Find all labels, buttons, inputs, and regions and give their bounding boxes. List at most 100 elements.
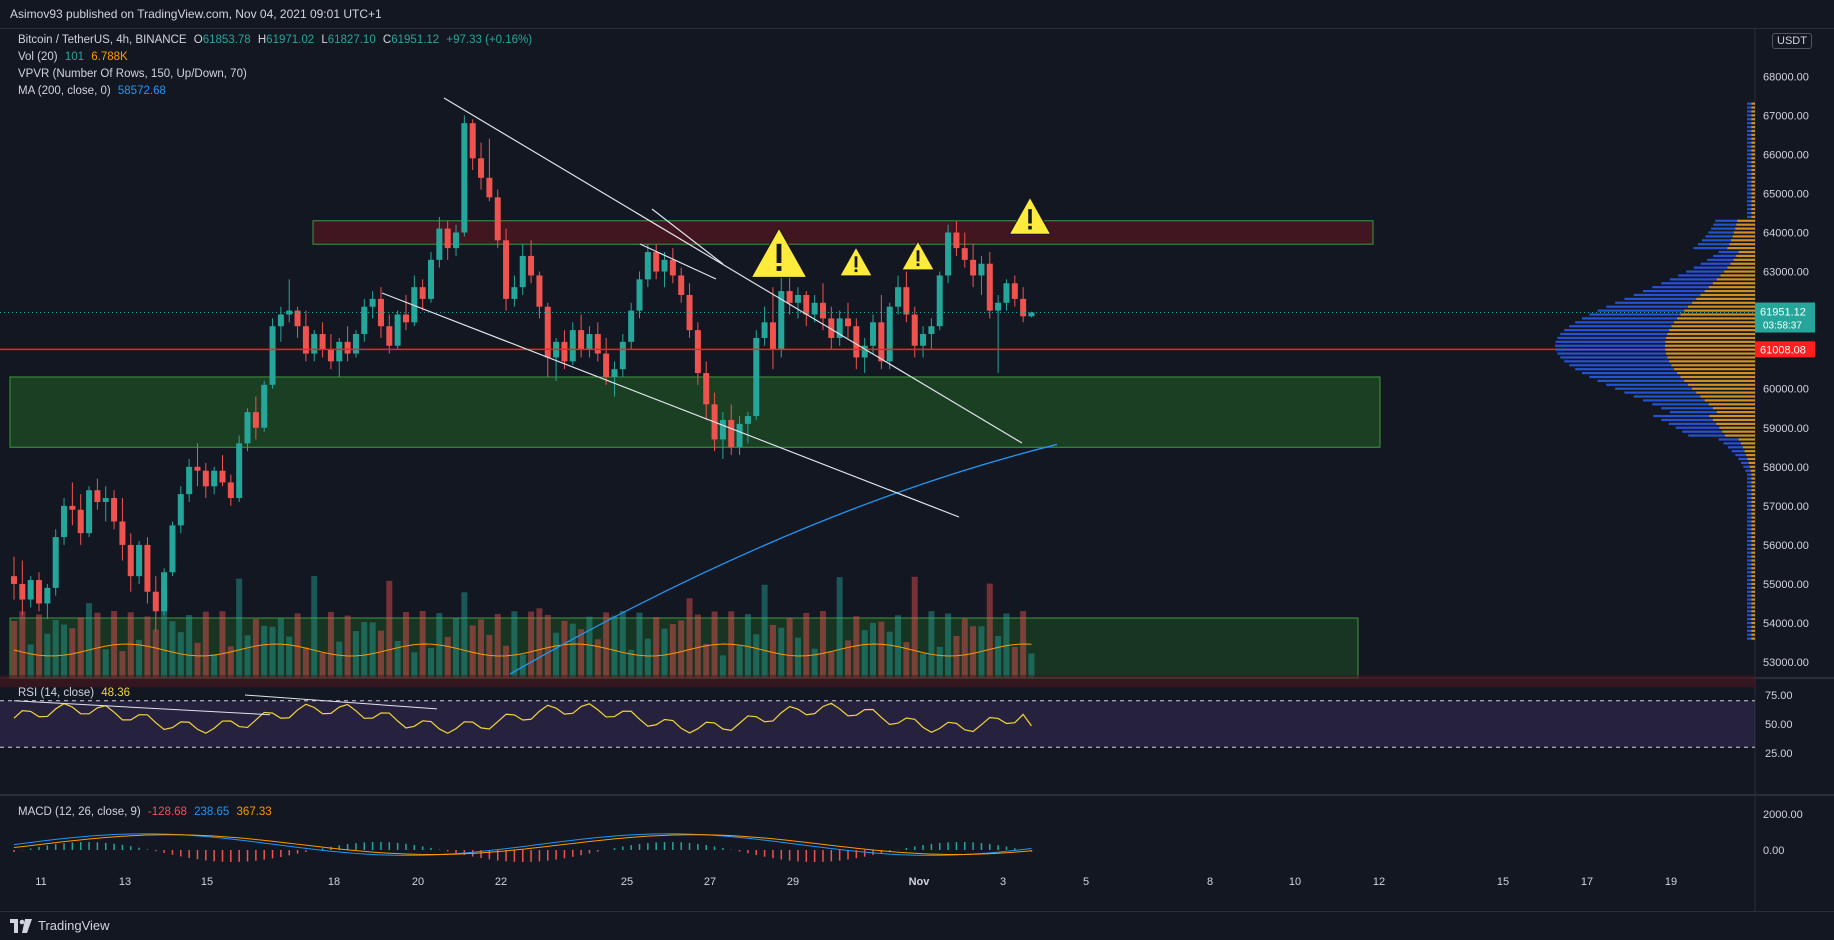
volume-bar: [402, 611, 409, 678]
candle-body: [152, 591, 159, 612]
volume-bar: [252, 618, 259, 678]
volume-bar: [819, 611, 826, 678]
candle-body: [277, 314, 284, 327]
candle-body: [111, 498, 118, 522]
volume-bars: [11, 576, 1035, 678]
volume-bar: [811, 648, 818, 678]
macd-tick-label: 0.00: [1763, 845, 1784, 857]
candle-body: [294, 310, 301, 327]
candle-body: [419, 287, 426, 299]
volume-bar: [152, 629, 159, 678]
volume-bar: [653, 617, 660, 678]
time-tick-label: 20: [412, 876, 424, 888]
candle-body: [836, 318, 843, 338]
volume-bar: [494, 613, 501, 678]
volume-bar: [136, 639, 143, 678]
candle-body: [127, 544, 134, 577]
price-legend: Bitcoin / TetherUS, 4h, BINANCE O61853.7…: [18, 34, 536, 46]
candle-body: [694, 330, 701, 374]
candle-body: [853, 326, 860, 358]
volume-legend[interactable]: Vol (20) 101 6.788K: [18, 51, 128, 63]
volume-bar: [27, 644, 34, 678]
warning-icon: [750, 227, 808, 278]
volume-bar: [319, 652, 326, 678]
candle-body: [44, 587, 51, 604]
upper-trendline: [443, 97, 1023, 444]
candle-body: [845, 318, 851, 327]
volume-bar: [311, 576, 318, 678]
vpvr-legend[interactable]: VPVR (Number Of Rows, 150, Up/Down, 70): [18, 68, 247, 80]
candle-body: [728, 419, 735, 448]
symbol-label[interactable]: Bitcoin / TetherUS, 4h, BINANCE: [18, 34, 187, 46]
time-tick-label: 22: [495, 876, 507, 888]
volume-bar: [478, 619, 485, 678]
candle-body: [86, 490, 93, 534]
candle-body: [286, 310, 293, 315]
candle-body: [61, 505, 68, 538]
volume-ma-value: 6.788K: [91, 51, 128, 63]
volume-bar: [586, 616, 593, 678]
candle-body: [161, 572, 168, 612]
price-tick-label: 54000.00: [1763, 618, 1809, 630]
volume-bar: [411, 652, 418, 678]
volume-bar: [986, 583, 993, 678]
candle-body: [953, 232, 960, 249]
candle-body: [177, 494, 184, 526]
volume-bar: [219, 611, 226, 678]
candle-body: [69, 505, 76, 510]
candle-body: [528, 255, 535, 276]
candle-body: [736, 423, 743, 448]
low-legend: L61827.10: [321, 34, 376, 46]
candle-body: [269, 326, 276, 385]
candle-body: [978, 263, 985, 276]
volume-bar: [845, 640, 851, 678]
candle-body: [686, 294, 693, 331]
support-zone: [9, 376, 1381, 448]
volume-bar: [578, 629, 585, 678]
volume-bar: [236, 578, 243, 678]
rsi-legend[interactable]: RSI (14, close) 48.36: [18, 687, 131, 699]
candle-body: [336, 341, 343, 362]
macd-legend[interactable]: MACD (12, 26, close, 9) -128.68 238.65 3…: [18, 806, 272, 818]
volume-bar: [327, 611, 334, 678]
time-tick-label: 19: [1665, 876, 1677, 888]
candle-body: [995, 302, 1002, 311]
macd-histogram: [13, 842, 1033, 862]
candle-body: [819, 302, 826, 319]
warning-icon: [839, 246, 873, 277]
candle-body: [77, 509, 84, 534]
volume-bar: [1011, 646, 1018, 678]
candle-body: [1011, 283, 1018, 299]
tradingview-brand[interactable]: TradingView: [10, 918, 110, 933]
candle-body: [386, 326, 393, 346]
last-price-tag: [1755, 302, 1815, 333]
candle-body: [169, 525, 176, 573]
ma-legend[interactable]: MA (200, close, 0) 58572.68: [18, 85, 166, 97]
volume-bar: [119, 651, 126, 678]
publisher-caption: Asimov93 published on TradingView.com, N…: [10, 7, 382, 21]
volume-bar: [286, 636, 293, 678]
time-tick-label: 13: [119, 876, 131, 888]
time-tick-label: 3: [1000, 876, 1006, 888]
candle-body: [519, 255, 526, 288]
volume-bar: [177, 632, 184, 678]
candle-body: [36, 580, 43, 604]
price-tick-label: 57000.00: [1763, 501, 1809, 513]
time-tick-label: 25: [621, 876, 633, 888]
candle-body: [352, 334, 359, 354]
currency-unit-label[interactable]: USDT: [1772, 33, 1812, 49]
volume-bar: [561, 620, 568, 678]
chart-canvas[interactable]: 68000.00 67000.00 66000.00 65000.00 64000.00…: [0, 28, 1834, 911]
volume-bar: [302, 647, 309, 678]
candle-body: [319, 334, 326, 350]
mini-trendline-2: [651, 208, 724, 265]
last-price-label: 61951.12: [1760, 307, 1806, 319]
candle-body: [236, 443, 243, 499]
rsi-tick-label: 50.00: [1765, 719, 1793, 731]
volume-bar: [911, 576, 918, 678]
tradingview-logo-icon: [10, 918, 32, 933]
volume-bar: [936, 646, 943, 678]
volume-bar: [202, 611, 209, 678]
rsi-trendline-2: [244, 694, 438, 710]
bottom-bar: TradingView: [0, 911, 1834, 940]
